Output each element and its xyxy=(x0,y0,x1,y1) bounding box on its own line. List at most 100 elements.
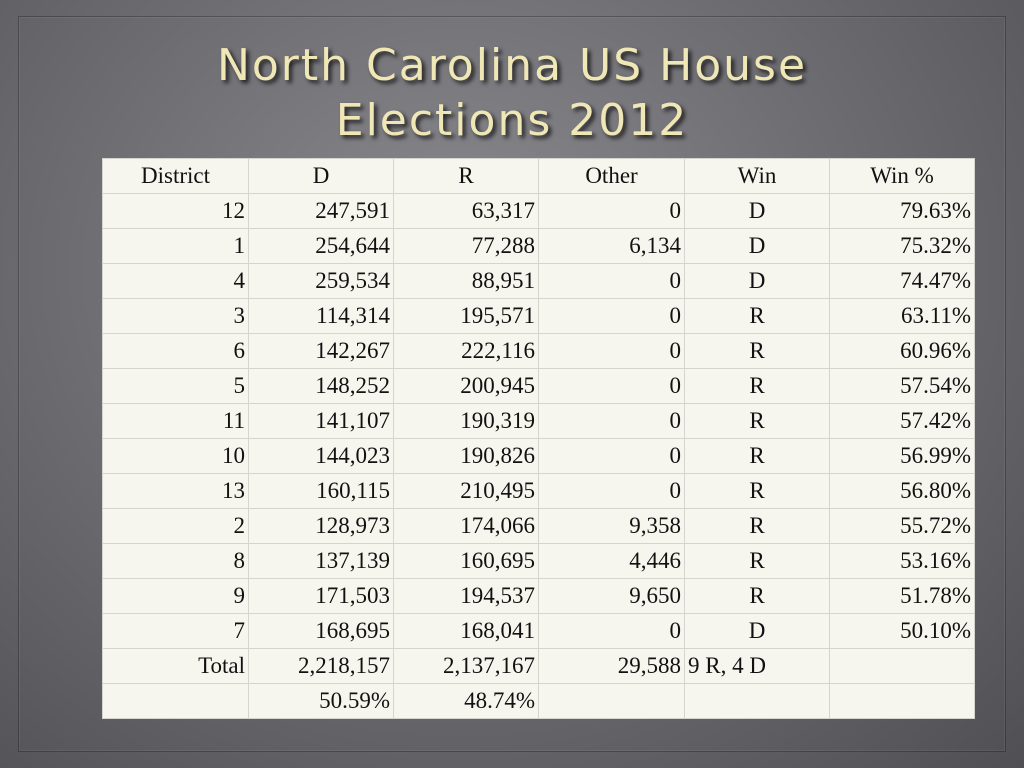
cell-d: 259,534 xyxy=(248,263,394,299)
cell-other: 4,446 xyxy=(538,543,685,579)
cell-other: 0 xyxy=(538,368,685,404)
cell-district: 4 xyxy=(102,263,249,299)
cell-win: D xyxy=(684,613,830,649)
cell-d: 114,314 xyxy=(248,298,394,334)
header-row: District D R Other Win Win % xyxy=(102,158,975,194)
cell-district: 10 xyxy=(102,438,249,474)
cell-win: R xyxy=(684,473,830,509)
table-row: 9 171,503 194,537 9,650 R 51.78% xyxy=(102,578,975,614)
share-d: 50.59% xyxy=(248,683,394,719)
table-row: 13 160,115 210,495 0 R 56.80% xyxy=(102,473,975,509)
table-row: 12 247,591 63,317 0 D 79.63% xyxy=(102,193,975,229)
cell-district: 2 xyxy=(102,508,249,544)
cell-r: 222,116 xyxy=(393,333,539,369)
total-other: 29,588 xyxy=(538,648,685,684)
cell-district: 1 xyxy=(102,228,249,264)
header-win-pct: Win % xyxy=(829,158,975,194)
cell-d: 254,644 xyxy=(248,228,394,264)
cell-r: 168,041 xyxy=(393,613,539,649)
cell-other: 0 xyxy=(538,403,685,439)
table-row: 10 144,023 190,826 0 R 56.99% xyxy=(102,438,975,474)
cell-win: R xyxy=(684,543,830,579)
cell-win-pct: 79.63% xyxy=(829,193,975,229)
share-other xyxy=(538,683,685,719)
table-body: 12 247,591 63,317 0 D 79.63% 1 254,644 7… xyxy=(102,193,975,719)
cell-d: 247,591 xyxy=(248,193,394,229)
cell-district: 12 xyxy=(102,193,249,229)
title-line-1: North Carolina US House xyxy=(216,40,808,91)
cell-district: 8 xyxy=(102,543,249,579)
cell-r: 88,951 xyxy=(393,263,539,299)
cell-d: 160,115 xyxy=(248,473,394,509)
cell-d: 142,267 xyxy=(248,333,394,369)
cell-other: 0 xyxy=(538,438,685,474)
title-line-2: Elections 2012 xyxy=(335,95,689,146)
cell-district: 13 xyxy=(102,473,249,509)
cell-win: R xyxy=(684,578,830,614)
cell-win-pct: 56.99% xyxy=(829,438,975,474)
cell-other: 0 xyxy=(538,193,685,229)
cell-win: R xyxy=(684,403,830,439)
cell-win-pct: 57.54% xyxy=(829,368,975,404)
cell-other: 0 xyxy=(538,333,685,369)
cell-r: 190,319 xyxy=(393,403,539,439)
total-label: Total xyxy=(102,648,249,684)
header-other: Other xyxy=(538,158,685,194)
cell-win: R xyxy=(684,438,830,474)
cell-win-pct: 75.32% xyxy=(829,228,975,264)
share-win-pct xyxy=(829,683,975,719)
cell-d: 148,252 xyxy=(248,368,394,404)
cell-r: 77,288 xyxy=(393,228,539,264)
cell-win-pct: 56.80% xyxy=(829,473,975,509)
cell-win-pct: 57.42% xyxy=(829,403,975,439)
cell-d: 144,023 xyxy=(248,438,394,474)
cell-r: 174,066 xyxy=(393,508,539,544)
cell-r: 194,537 xyxy=(393,578,539,614)
cell-other: 9,650 xyxy=(538,578,685,614)
cell-other: 0 xyxy=(538,613,685,649)
slide-frame xyxy=(18,16,1006,752)
total-win: 9 R, 4 D xyxy=(684,648,830,684)
cell-other: 0 xyxy=(538,263,685,299)
cell-other: 0 xyxy=(538,473,685,509)
cell-d: 168,695 xyxy=(248,613,394,649)
cell-district: 9 xyxy=(102,578,249,614)
results-table: District D R Other Win Win % 12 247,591 … xyxy=(102,158,975,719)
header-win: Win xyxy=(684,158,830,194)
table-row: 4 259,534 88,951 0 D 74.47% xyxy=(102,263,975,299)
cell-r: 190,826 xyxy=(393,438,539,474)
cell-district: 6 xyxy=(102,333,249,369)
cell-r: 160,695 xyxy=(393,543,539,579)
cell-d: 137,139 xyxy=(248,543,394,579)
total-win-pct xyxy=(829,648,975,684)
cell-r: 210,495 xyxy=(393,473,539,509)
cell-other: 0 xyxy=(538,298,685,334)
cell-win-pct: 51.78% xyxy=(829,578,975,614)
cell-r: 195,571 xyxy=(393,298,539,334)
cell-win: R xyxy=(684,298,830,334)
cell-win-pct: 50.10% xyxy=(829,613,975,649)
share-label xyxy=(102,683,249,719)
share-row: 50.59% 48.74% xyxy=(102,683,975,719)
cell-r: 63,317 xyxy=(393,193,539,229)
cell-win: R xyxy=(684,508,830,544)
cell-d: 141,107 xyxy=(248,403,394,439)
share-r: 48.74% xyxy=(393,683,539,719)
cell-win: D xyxy=(684,228,830,264)
cell-win-pct: 55.72% xyxy=(829,508,975,544)
table-row: 7 168,695 168,041 0 D 50.10% xyxy=(102,613,975,649)
share-win xyxy=(684,683,830,719)
cell-district: 5 xyxy=(102,368,249,404)
table-row: 2 128,973 174,066 9,358 R 55.72% xyxy=(102,508,975,544)
cell-win-pct: 74.47% xyxy=(829,263,975,299)
cell-d: 171,503 xyxy=(248,578,394,614)
cell-win: R xyxy=(684,368,830,404)
header-d: D xyxy=(248,158,394,194)
cell-win-pct: 63.11% xyxy=(829,298,975,334)
cell-district: 7 xyxy=(102,613,249,649)
cell-other: 6,134 xyxy=(538,228,685,264)
cell-win-pct: 53.16% xyxy=(829,543,975,579)
header-r: R xyxy=(393,158,539,194)
table-row: 3 114,314 195,571 0 R 63.11% xyxy=(102,298,975,334)
header-district: District xyxy=(102,158,249,194)
